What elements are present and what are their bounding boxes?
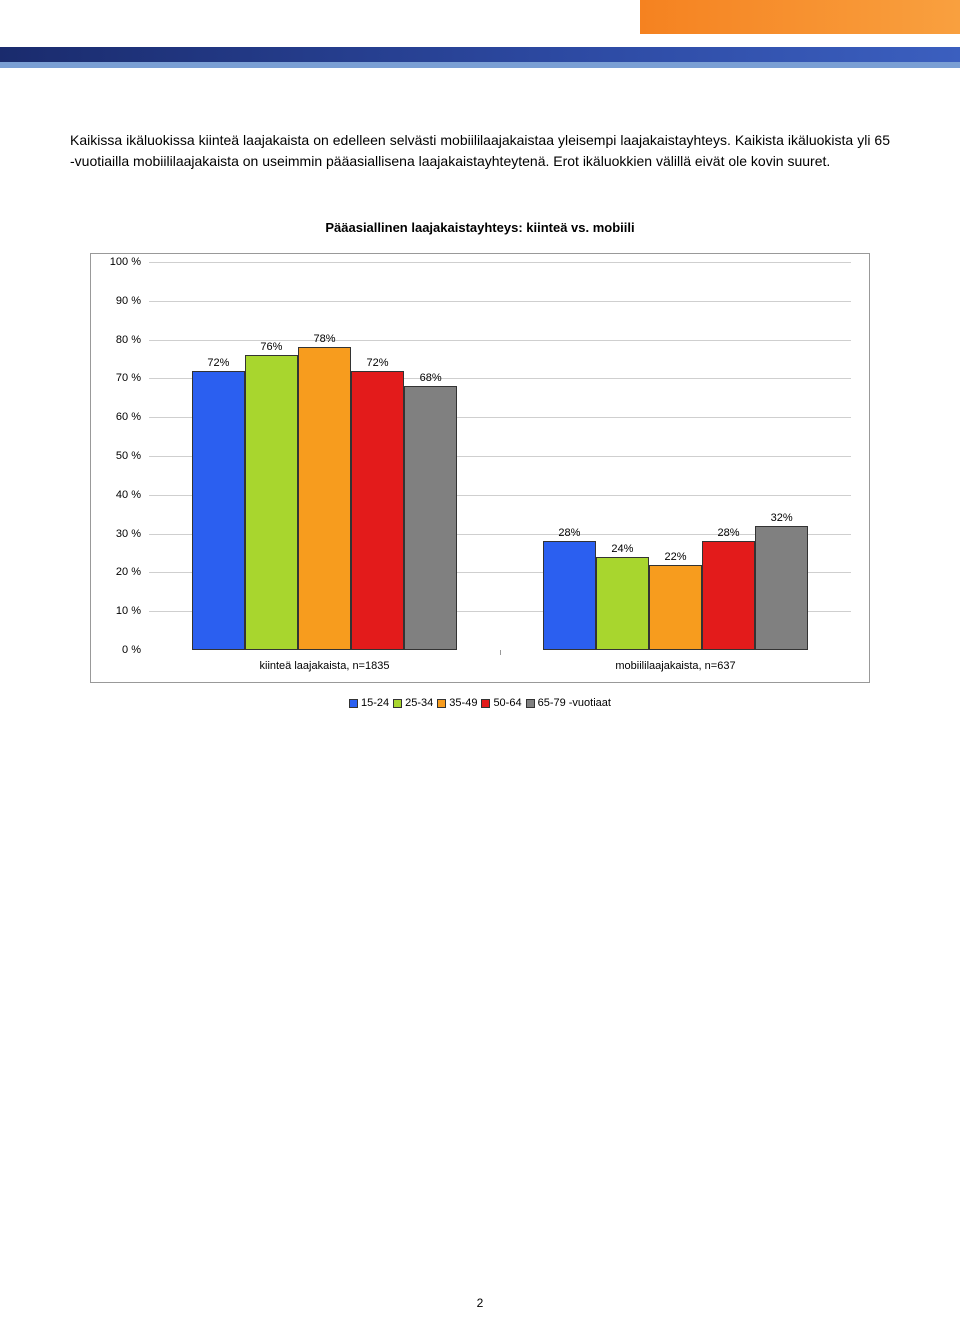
chart-border: 0 % 10 % 20 % 30 % 40 % 50 % 60 % 70 % 80 % 90 % 1… [90,253,870,683]
bar-value-label: 78% [313,333,335,345]
y-tick-label: 0 % [122,644,141,656]
page-number: 2 [477,1296,484,1310]
plot-area: 0 %10 %20 %30 %40 %50 %60 %70 %80 %90 %1… [149,262,851,650]
bar: 24% [596,557,649,650]
chart-title: Pääasiallinen laajakaistayhteys: kiinteä… [90,220,870,235]
legend-label: 50-64 [493,697,521,709]
legend-item: 35-49 [437,697,477,709]
bar: 32% [755,526,808,650]
bar-value-label: 28% [718,527,740,539]
legend-item: 15-24 [349,697,389,709]
bar: 72% [351,371,404,650]
legend-label: 25-34 [405,697,433,709]
legend-swatch [526,699,535,708]
x-axis-label: kiinteä laajakaista, n=1835 [260,660,390,672]
legend-label: 35-49 [449,697,477,709]
y-tick-label: 10 % [116,605,141,617]
x-axis-label: mobiililaajakaista, n=637 [615,660,735,672]
bar-value-label: 24% [611,543,633,555]
bar-value-label: 22% [664,551,686,563]
bar: 68% [404,386,457,650]
chart-container: Pääasiallinen laajakaistayhteys: kiinteä… [90,220,870,711]
bar: 72% [192,371,245,650]
header-blue-dark-strip [0,47,960,62]
bar: 22% [649,565,702,650]
bar-value-label: 72% [207,357,229,369]
bar-value-label: 76% [260,341,282,353]
y-tick-label: 70 % [116,372,141,384]
legend-item: 25-34 [393,697,433,709]
y-tick-label: 80 % [116,334,141,346]
bar-group: 28%24%22%28%32%mobiililaajakaista, n=637 [528,262,823,650]
bar-value-label: 32% [771,512,793,524]
y-tick-label: 90 % [116,295,141,307]
legend-label: 15-24 [361,697,389,709]
y-tick-label: 40 % [116,489,141,501]
y-tick-label: 20 % [116,566,141,578]
bar: 76% [245,355,298,650]
legend-swatch [437,699,446,708]
y-tick-label: 60 % [116,411,141,423]
y-tick-label: 100 % [110,256,141,268]
legend-swatch [393,699,402,708]
bar: 78% [298,347,351,650]
chart-legend: 15-24 25-34 35-49 50-64 65-79 -vuotiaat [90,697,870,711]
bar-group: 72%76%78%72%68%kiinteä laajakaista, n=18… [177,262,472,650]
legend-swatch [349,699,358,708]
legend-item: 50-64 [481,697,521,709]
bar-value-label: 28% [558,527,580,539]
y-tick-label: 50 % [116,450,141,462]
legend-label: 65-79 -vuotiaat [538,697,611,709]
content-area: Kaikissa ikäluokissa kiinteä laajakaista… [0,70,960,711]
legend-item: 65-79 -vuotiaat [526,697,611,709]
bar: 28% [543,541,596,650]
bar: 28% [702,541,755,650]
header-band [0,0,960,70]
bar-value-label: 72% [367,357,389,369]
bar-value-label: 68% [420,372,442,384]
header-orange-strip [640,0,960,34]
legend-swatch [481,699,490,708]
y-tick-label: 30 % [116,528,141,540]
description-text: Kaikissa ikäluokissa kiinteä laajakaista… [70,130,890,172]
header-blue-light-strip [0,62,960,68]
x-separator [500,650,501,655]
